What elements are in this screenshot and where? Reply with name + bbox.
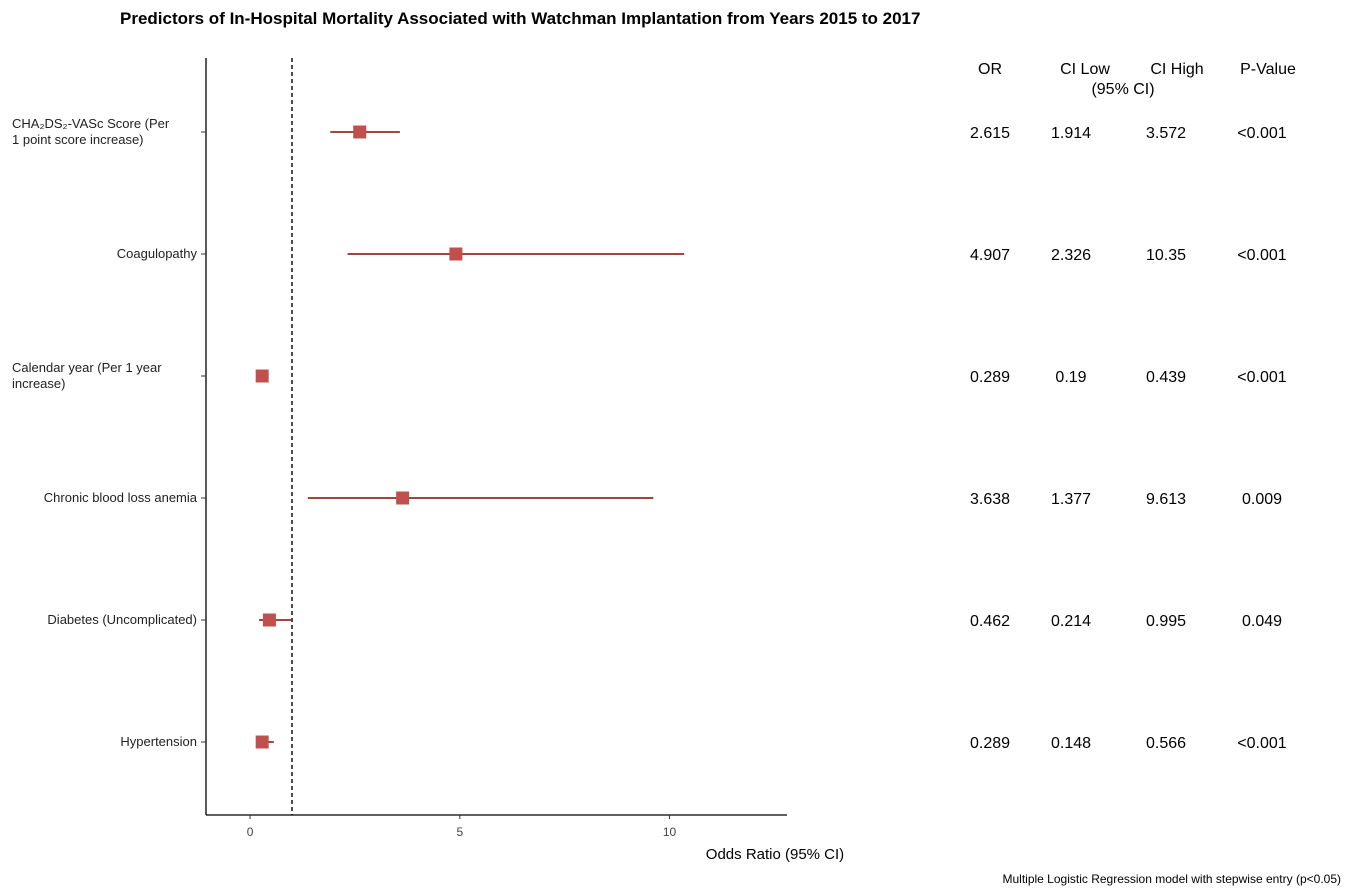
p-value: <0.001 — [1237, 369, 1286, 386]
or-value: 0.462 — [970, 613, 1010, 630]
or-marker — [353, 125, 367, 139]
chart-title: Predictors of In-Hospital Mortality Asso… — [120, 9, 920, 28]
x-tick-label: 0 — [247, 825, 254, 839]
x-tick-label: 5 — [456, 825, 463, 839]
row-label: Diabetes (Uncomplicated) — [47, 612, 197, 627]
column-header: P-Value — [1240, 61, 1296, 78]
ci-low-value: 0.19 — [1055, 369, 1086, 386]
results-table: 2.615 1.914 3.572 <0.001 4.907 2.326 10.35 <0.0… — [970, 61, 1296, 752]
or-marker — [255, 735, 269, 749]
or-marker — [449, 247, 463, 261]
row-label: Hypertension — [120, 734, 197, 749]
ci-low-value: 0.148 — [1051, 735, 1091, 752]
or-marker — [262, 613, 276, 627]
x-axis-title: Odds Ratio (95% CI) — [706, 846, 844, 863]
p-value: 0.009 — [1242, 491, 1282, 508]
ci-high-value: 9.613 — [1146, 491, 1186, 508]
ci-high-value: 0.439 — [1146, 369, 1186, 386]
row-label: Calendar year (Per 1 year — [12, 360, 162, 375]
ci-high-value: 0.995 — [1146, 613, 1186, 630]
ci-high-value: 0.566 — [1146, 735, 1186, 752]
p-value: <0.001 — [1237, 735, 1286, 752]
row-label: Coagulopathy — [117, 246, 198, 261]
or-marker — [255, 369, 269, 383]
or-value: 0.289 — [970, 369, 1010, 386]
column-header: CI Low — [1060, 61, 1110, 78]
or-value: 2.615 — [970, 125, 1010, 142]
row-label: CHA₂DS₂-VASc Score (Per — [12, 116, 170, 131]
ci-low-value: 2.326 — [1051, 247, 1091, 264]
column-header: CI High — [1150, 61, 1203, 78]
ci-high-value: 10.35 — [1146, 247, 1186, 264]
column-header: (95% CI) — [1091, 81, 1154, 98]
or-value: 0.289 — [970, 735, 1010, 752]
row-label: 1 point score increase) — [12, 132, 144, 147]
ci-low-value: 0.214 — [1051, 613, 1091, 630]
or-value: 4.907 — [970, 247, 1010, 264]
or-value: 3.638 — [970, 491, 1010, 508]
column-header: OR — [978, 61, 1002, 78]
row-label: Chronic blood loss anemia — [44, 490, 198, 505]
p-value: <0.001 — [1237, 125, 1286, 142]
p-value: 0.049 — [1242, 613, 1282, 630]
p-value: <0.001 — [1237, 247, 1286, 264]
ci-low-value: 1.914 — [1051, 125, 1091, 142]
ci-high-value: 3.572 — [1146, 125, 1186, 142]
or-marker — [396, 491, 410, 505]
ci-low-value: 1.377 — [1051, 491, 1091, 508]
row-label: increase) — [12, 376, 65, 391]
x-tick-label: 10 — [663, 825, 677, 839]
footnote: Multiple Logistic Regression model with … — [1003, 872, 1342, 886]
